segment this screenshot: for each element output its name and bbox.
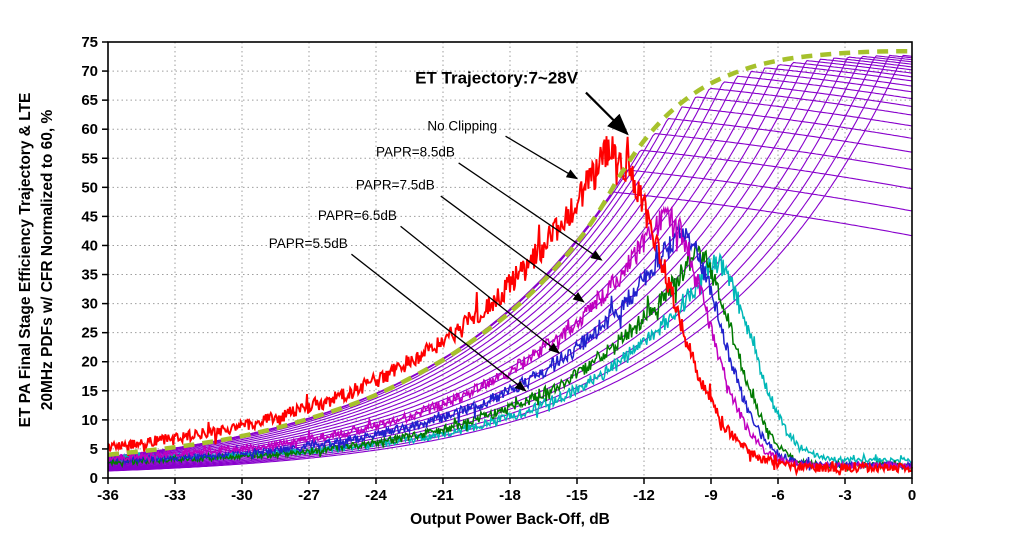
x-tick-label: -12	[633, 487, 655, 504]
x-tick-label: -27	[298, 487, 320, 504]
papr-6-5-label: PAPR=6.5dB	[318, 208, 397, 223]
y-axis-title-line1: ET PA Final Stage Efficiency Trajectory …	[17, 93, 34, 428]
y-tick-label: 60	[81, 121, 98, 138]
papr-5-5-label-arrow	[351, 253, 527, 392]
x-tick-label: -33	[164, 487, 186, 504]
efficiency-curve	[107, 87, 913, 462]
y-tick-label: 55	[81, 150, 98, 167]
efficiency-curve	[107, 55, 913, 471]
x-axis-title: Output Power Back-Off, dB	[410, 511, 610, 528]
pdf-curve-papr-6-5db	[107, 243, 913, 473]
papr-7-5-label: PAPR=7.5dB	[356, 178, 435, 193]
y-tick-label: 45	[81, 208, 98, 225]
y-tick-label: 50	[81, 179, 98, 196]
y-tick-label: 35	[81, 267, 98, 284]
papr-6-5-label-arrow	[400, 225, 561, 354]
no-clipping-label: No Clipping	[427, 118, 497, 133]
efficiency-curve	[107, 54, 913, 472]
et-trajectory-label: ET Trajectory:7~28V	[415, 68, 579, 87]
papr-5-5-label: PAPR=5.5dB	[269, 236, 348, 251]
papr-8-5-label: PAPR=8.5dB	[376, 145, 455, 160]
efficiency-curve	[107, 96, 913, 461]
pdf-curve-no-clipping	[107, 136, 913, 477]
y-tick-label: 5	[90, 441, 98, 458]
y-tick-label: 25	[81, 325, 98, 342]
series-layer	[107, 49, 913, 477]
pdf-curve-papr-8-5db	[107, 205, 913, 471]
x-tick-label: -30	[231, 487, 253, 504]
y-tick-label: 10	[81, 412, 98, 429]
plot-frame	[107, 41, 913, 479]
y-tick-label: 15	[81, 383, 98, 400]
y-tick-label: 0	[90, 470, 98, 487]
annotation-layer: ET Trajectory:7~28V No Clipping PAPR=8.5dB…	[269, 68, 629, 392]
et-trajectory-label-arrow	[585, 91, 629, 136]
efficiency-curve	[107, 81, 913, 462]
efficiency-curve	[107, 57, 913, 469]
x-tick-label: -6	[771, 487, 784, 504]
y-tick-label: 30	[81, 296, 98, 313]
y-axis-title-line2: 20MHz PDFs w/ CFR Normalized to 60, %	[39, 109, 56, 410]
x-tick-label: -9	[704, 487, 717, 504]
tick-layer: -36 -33 -30 -27 -24 -21 -18 -15 -12 -9 -6 -3 0051015…	[81, 34, 916, 504]
efficiency-curve	[107, 55, 913, 470]
papr-8-5-label-arrow	[458, 162, 603, 261]
grid-layer	[108, 42, 912, 478]
no-clipping-label-arrow	[505, 135, 579, 180]
pdf-curve-papr-7-5db	[107, 221, 913, 471]
x-tick-label: -15	[566, 487, 588, 504]
papr-7-5-label-arrow	[440, 195, 585, 303]
y-tick-label: 70	[81, 63, 98, 80]
plot-border	[107, 41, 913, 479]
y-tick-label: 75	[81, 34, 98, 51]
y-tick-label: 20	[81, 354, 98, 371]
x-tick-label: -18	[499, 487, 521, 504]
et-trajectory-curve	[107, 49, 913, 457]
y-tick-label: 40	[81, 237, 98, 254]
y-tick-label: 65	[81, 92, 98, 109]
x-tick-label: -36	[97, 487, 119, 504]
x-tick-label: 0	[908, 487, 916, 504]
x-tick-label: -21	[432, 487, 454, 504]
x-tick-label: -24	[365, 487, 387, 504]
x-tick-label: -3	[838, 487, 851, 504]
